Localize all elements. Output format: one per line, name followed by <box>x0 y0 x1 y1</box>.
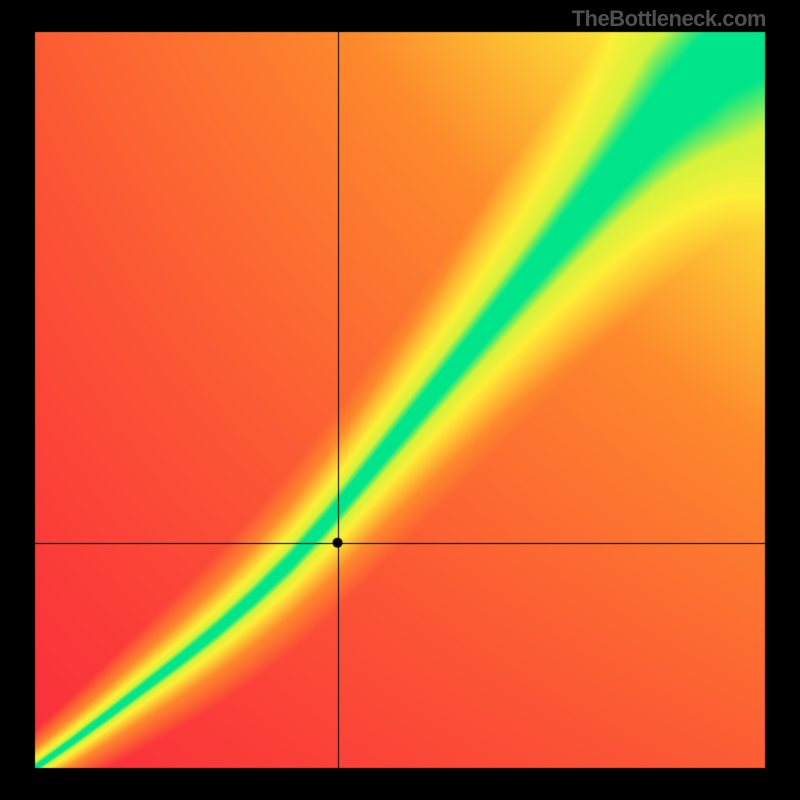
chart-container: TheBottleneck.com <box>0 0 800 800</box>
watermark-text: TheBottleneck.com <box>572 6 766 32</box>
bottleneck-heatmap <box>0 0 800 800</box>
